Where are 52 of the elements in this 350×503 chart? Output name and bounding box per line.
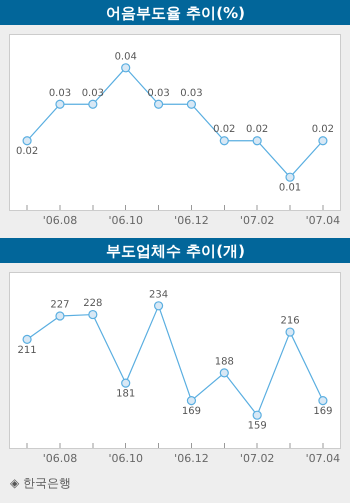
data-label: 0.03 (180, 88, 203, 99)
data-label: 227 (50, 300, 70, 311)
x-tick-label: '07.02 (240, 452, 274, 466)
chart-title: 부도업체수 추이(개) (106, 242, 245, 260)
point (154, 100, 164, 109)
data-label: 211 (18, 344, 37, 356)
x-tick-label: '07.04 (306, 214, 340, 228)
chart-title: 어음부도율 추이(%) (106, 4, 245, 22)
point (121, 378, 130, 388)
x-tick-label: '07.04 (306, 452, 340, 466)
point (88, 100, 98, 109)
data-label: 0.04 (114, 51, 137, 62)
data-label: 0.03 (82, 88, 104, 99)
data-label: 188 (214, 356, 234, 368)
point (22, 136, 32, 146)
point (154, 301, 164, 310)
data-label: 0.02 (246, 124, 268, 136)
point (220, 368, 229, 378)
data-label: 0.01 (278, 182, 302, 194)
point (186, 396, 196, 406)
point (121, 63, 130, 72)
point (318, 136, 328, 146)
x-tick-label: '06.10 (108, 452, 143, 466)
point (285, 327, 295, 337)
data-label: 0.03 (48, 88, 72, 99)
data-label: 181 (116, 388, 136, 400)
point (55, 100, 65, 109)
data-label: 0.02 (16, 146, 38, 158)
x-tick-label: '07.02 (240, 214, 274, 228)
data-label: 0.03 (147, 88, 170, 99)
data-label: 169 (182, 406, 201, 418)
x-tick-label: '06.10 (108, 214, 143, 228)
point (252, 410, 262, 420)
point (22, 334, 32, 344)
data-label: 216 (280, 316, 300, 327)
point (88, 310, 98, 320)
data-label: 159 (248, 420, 267, 432)
data-label: 169 (313, 406, 332, 418)
x-tick-label: '06.12 (174, 214, 209, 228)
point (318, 396, 328, 406)
text: ◈ 한국은행 (10, 476, 72, 490)
data-label: 0.02 (312, 124, 334, 136)
point (186, 100, 196, 109)
point (252, 136, 262, 146)
x-tick-label: '06.08 (42, 214, 78, 228)
x-tick-label: '06.12 (174, 452, 209, 466)
data-label: 234 (149, 289, 168, 300)
point (55, 311, 65, 321)
x-tick-label: '06.08 (42, 452, 78, 466)
point (220, 136, 229, 146)
data-label: 228 (83, 298, 102, 310)
point (285, 172, 295, 182)
